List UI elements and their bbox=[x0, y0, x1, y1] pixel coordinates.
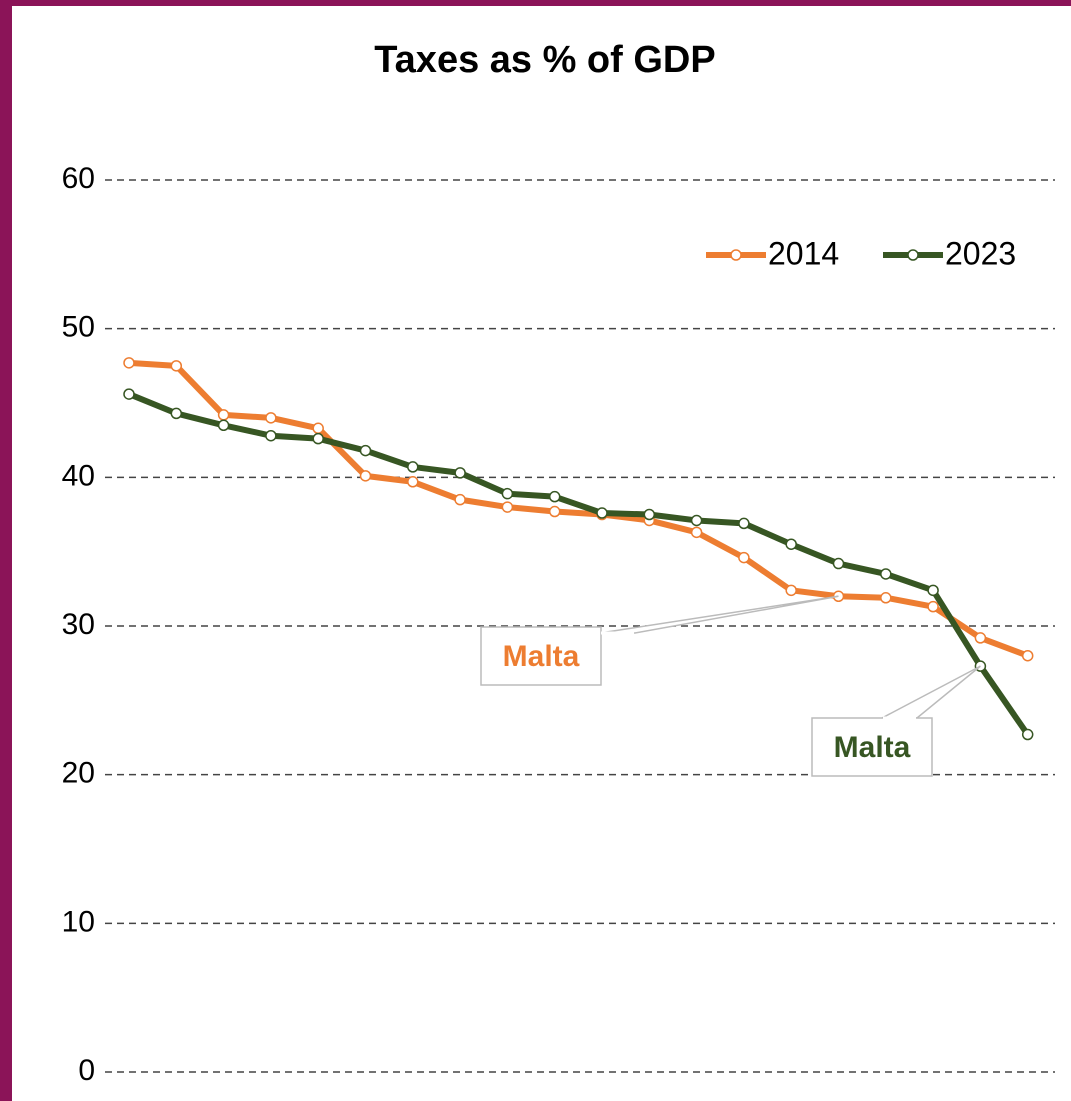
point bbox=[359, 470, 372, 482]
point bbox=[265, 412, 277, 424]
y-tick-label: 50 bbox=[62, 311, 95, 344]
point bbox=[501, 501, 514, 513]
point bbox=[738, 551, 750, 564]
legend-label: 2014 bbox=[768, 235, 839, 271]
point bbox=[217, 419, 230, 432]
point bbox=[1021, 649, 1034, 662]
y-tick-label: 30 bbox=[62, 608, 95, 641]
point bbox=[880, 592, 892, 604]
point bbox=[123, 357, 135, 369]
legend-label: 2023 bbox=[945, 235, 1016, 271]
legend-marker bbox=[730, 249, 742, 261]
point bbox=[407, 461, 419, 473]
background bbox=[12, 6, 1071, 1101]
y-tick-label: 0 bbox=[78, 1054, 95, 1087]
y-tick-label: 20 bbox=[62, 757, 95, 790]
point bbox=[359, 444, 372, 457]
point bbox=[927, 584, 939, 597]
point bbox=[738, 517, 750, 530]
point bbox=[832, 557, 845, 570]
point bbox=[170, 407, 183, 420]
point bbox=[170, 360, 183, 372]
line bbox=[128, 359, 1029, 659]
y-tick-label: 10 bbox=[62, 905, 95, 938]
line bbox=[127, 391, 1031, 737]
point bbox=[690, 514, 703, 527]
point bbox=[501, 487, 514, 500]
point bbox=[690, 526, 703, 539]
point bbox=[312, 432, 324, 445]
callout-box bbox=[480, 626, 602, 686]
point bbox=[596, 507, 608, 519]
point bbox=[454, 493, 466, 506]
point bbox=[1021, 728, 1034, 741]
point bbox=[407, 476, 419, 488]
point bbox=[312, 422, 324, 435]
y-tick-label: 40 bbox=[62, 459, 95, 492]
chart-title: Taxes as % of GDP bbox=[374, 39, 715, 81]
point bbox=[785, 538, 797, 550]
point bbox=[880, 568, 892, 580]
point bbox=[927, 600, 939, 613]
point bbox=[785, 584, 797, 597]
point bbox=[123, 388, 135, 400]
y-tick-label: 60 bbox=[62, 162, 95, 195]
point bbox=[643, 508, 656, 521]
legend-marker bbox=[907, 249, 919, 261]
point bbox=[454, 467, 466, 479]
annotation: Malta bbox=[503, 640, 580, 673]
point bbox=[548, 490, 561, 503]
point bbox=[548, 505, 561, 518]
annotation: Malta bbox=[834, 731, 911, 764]
callout-box bbox=[811, 717, 933, 777]
point bbox=[974, 632, 987, 644]
point bbox=[265, 429, 277, 442]
point bbox=[217, 409, 230, 421]
